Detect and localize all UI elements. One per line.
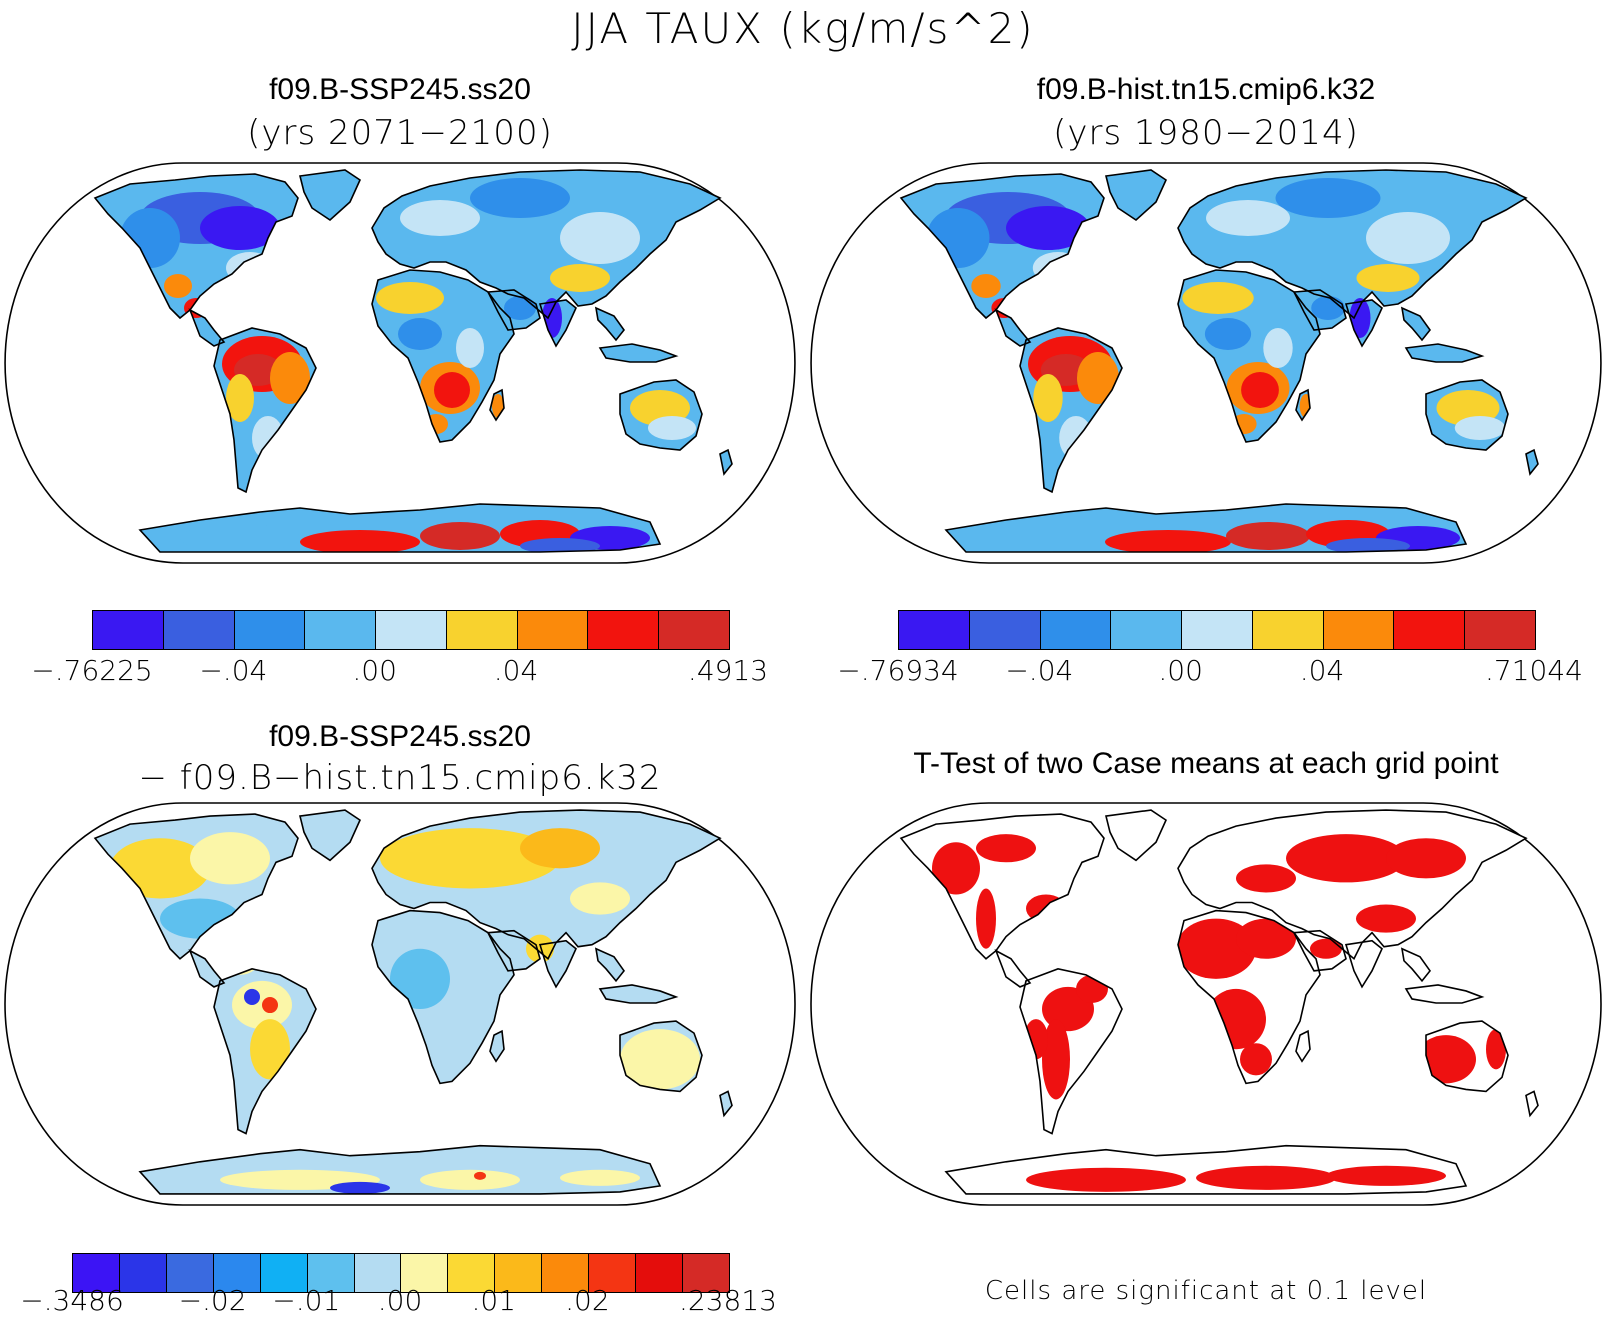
colorbar-tick-label: .04 (1299, 654, 1345, 687)
colorbar-swatch (213, 1254, 261, 1292)
land-india (1346, 940, 1382, 987)
colorbar-swatch (969, 611, 1041, 649)
map-future (4, 162, 796, 564)
colorbar-swatch (495, 1254, 543, 1292)
colorbar-swatch (401, 1254, 449, 1292)
colorbar-tick-label: −.3486 (20, 1284, 124, 1317)
colorbar-tick-label: −.01 (272, 1284, 341, 1317)
land-centralAmerica (996, 950, 1030, 987)
land-greenland (1106, 170, 1166, 220)
panel-ttest-title: T-Test of two Case means at each grid po… (913, 747, 1499, 780)
figure-title: JJA TAUX (kg/m/s^2) (571, 4, 1035, 53)
colorbar-swatch (542, 1254, 590, 1292)
land-indonesia (600, 984, 676, 1003)
colorbar-swatch (1040, 611, 1112, 649)
colorbar-swatch (73, 1254, 120, 1292)
colorbar-swatch (1323, 611, 1395, 649)
colorbar-swatch (446, 611, 518, 649)
panel-difference-subtitle: − f09.B−hist.tn15.cmip6.k32 (138, 758, 662, 798)
land-indonesia (600, 344, 676, 362)
colorbar-historical (898, 610, 1536, 650)
land-centralAmerica (190, 950, 224, 987)
colorbar-swatch (636, 1254, 683, 1292)
colorbar-swatch (166, 1254, 214, 1292)
land-seAsia (596, 308, 624, 340)
colorbar-swatch (354, 1254, 402, 1292)
colorbar-historical-ticks: −.76934 −.04 .00 .04 .71044 (837, 654, 1583, 690)
panel-difference-title: f09.B-SSP245.ss20 (269, 720, 531, 753)
colorbar-swatch (119, 1254, 167, 1292)
colorbar-swatch (305, 611, 377, 649)
panel-historical-subtitle: (yrs 1980−2014) (1053, 113, 1359, 153)
map-difference (4, 802, 796, 1206)
colorbar-difference-ticks: −.3486 −.02 −.01 .00 .01 .02 .23813 (20, 1284, 777, 1320)
colorbar-swatch (163, 611, 235, 649)
colorbar-tick-label: .71044 (1485, 654, 1583, 687)
colorbar-swatch (1252, 611, 1324, 649)
land-seAsia (1402, 948, 1430, 981)
colorbar-swatch (1182, 611, 1253, 649)
colorbar-swatch (1394, 611, 1466, 649)
land-indonesia (1406, 344, 1482, 362)
land-seAsia (596, 948, 624, 981)
land-centralAmerica (190, 310, 224, 346)
colorbar-tick-label: −.02 (178, 1284, 247, 1317)
colorbar-tick-label: −.76934 (837, 654, 959, 687)
colorbar-swatch (682, 1254, 729, 1292)
land-greenland (300, 810, 360, 861)
colorbar-swatch (899, 611, 970, 649)
colorbar-future (92, 610, 730, 650)
panel-historical-title: f09.B-hist.tn15.cmip6.k32 (1036, 73, 1376, 106)
map-ttest (810, 802, 1602, 1206)
colorbar-swatch (376, 611, 447, 649)
colorbar-swatch (307, 1254, 355, 1292)
colorbar-tick-label: .00 (377, 1284, 423, 1317)
colorbar-swatch (93, 611, 164, 649)
colorbar-tick-label: .01 (471, 1284, 516, 1317)
land-indonesia (1406, 984, 1482, 1003)
colorbar-swatch (448, 1254, 496, 1292)
map-historical (810, 162, 1602, 564)
colorbar-swatch (1111, 611, 1183, 649)
significance-note: Cells are significant at 0.1 level (984, 1276, 1428, 1306)
colorbar-tick-label: .04 (493, 654, 539, 687)
colorbar-swatch (1465, 611, 1536, 649)
colorbar-swatch (588, 611, 660, 649)
colorbar-swatch (659, 611, 730, 649)
colorbar-tick-label: .02 (565, 1284, 610, 1317)
colorbar-tick-label: .4913 (687, 654, 769, 687)
land-greenland (300, 170, 360, 220)
panel-future-subtitle: (yrs 2071−2100) (247, 113, 553, 153)
colorbar-difference (72, 1253, 730, 1293)
colorbar-swatch (589, 1254, 637, 1292)
colorbar-swatch (517, 611, 589, 649)
colorbar-tick-label: .00 (1158, 654, 1203, 687)
panel-future-title: f09.B-SSP245.ss20 (269, 73, 531, 106)
colorbar-tick-label: .00 (352, 654, 397, 687)
land-seAsia (1402, 308, 1430, 340)
colorbar-tick-label: −.76225 (31, 654, 153, 687)
land-greenland (1106, 810, 1166, 861)
colorbar-tick-label: −.04 (1005, 654, 1074, 687)
colorbar-tick-label: −.04 (199, 654, 268, 687)
colorbar-tick-label: .23813 (679, 1284, 777, 1317)
colorbar-swatch (260, 1254, 308, 1292)
land-centralAmerica (996, 310, 1030, 346)
colorbar-future-ticks: −.76225 −.04 .00 .04 .4913 (31, 654, 768, 690)
colorbar-swatch (234, 611, 306, 649)
